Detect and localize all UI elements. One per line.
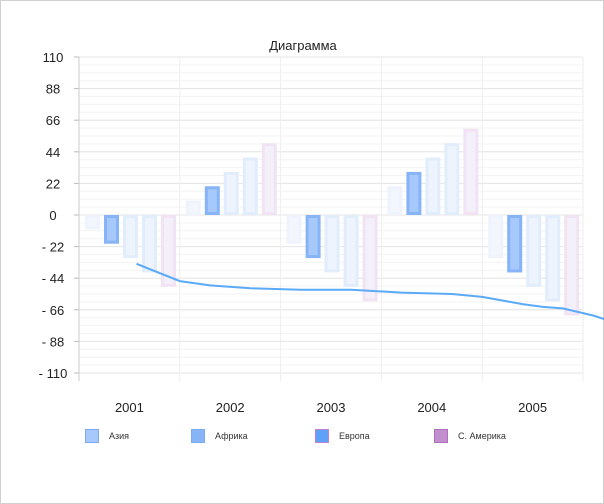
y-tick-label: 110 — [43, 50, 64, 65]
bar-inner — [365, 218, 375, 299]
x-tick-label: 2004 — [417, 400, 446, 415]
bar-inner — [88, 218, 97, 227]
bar-inner — [264, 146, 274, 212]
bar-inner — [145, 218, 154, 270]
x-tick-label: 2001 — [115, 400, 144, 415]
y-tick-label: 0 — [49, 208, 56, 223]
bar-inner — [226, 174, 236, 212]
y-tick-label: 22 — [46, 176, 60, 191]
bar-inner — [207, 189, 217, 212]
legend-item[interactable]: Африка — [191, 429, 248, 443]
bar-inner — [327, 218, 337, 270]
bar-inner — [548, 218, 558, 299]
bar-inner — [245, 160, 255, 212]
legend: Азия Африка Европа С. Америка — [1, 429, 604, 449]
x-tick-label: 2003 — [317, 400, 346, 415]
y-tick-label: - 88 — [42, 334, 64, 349]
bar-inner — [428, 160, 438, 212]
bar-inner — [308, 218, 318, 256]
y-tick-label: 44 — [46, 145, 60, 160]
line-series — [136, 262, 604, 321]
bar-inner — [447, 146, 457, 212]
bar-inner — [567, 218, 577, 313]
legend-swatch — [85, 429, 99, 443]
chart-title: Диаграмма — [269, 38, 337, 53]
bar-inner — [346, 218, 356, 284]
legend-item[interactable]: Европа — [315, 429, 370, 443]
legend-label: Африка — [215, 431, 248, 441]
legend-item[interactable]: С. Америка — [434, 429, 506, 443]
y-tick-label: 66 — [46, 113, 60, 128]
legend-swatch — [191, 429, 205, 443]
bar-inner — [510, 218, 520, 270]
bar-inner — [491, 218, 501, 256]
bar-inner — [126, 218, 135, 256]
y-tick-label: - 44 — [42, 271, 64, 286]
x-tick-label: 2002 — [216, 400, 245, 415]
bar-inner — [188, 203, 198, 212]
legend-swatch — [315, 429, 329, 443]
bar-inner — [409, 174, 419, 212]
bar-inner — [529, 218, 539, 284]
y-tick-label: - 66 — [42, 303, 64, 318]
y-tick-label: - 22 — [42, 240, 64, 255]
chart: 110 88 66 44 22 0 - 22 - 44 - 66 - 88 - 110 Диаграм… — [39, 38, 604, 415]
bar-inner — [289, 218, 299, 241]
legend-label: Европа — [339, 431, 370, 441]
bar-inner — [164, 218, 173, 284]
legend-item[interactable]: Азия — [85, 429, 129, 443]
bar-inner — [107, 218, 116, 241]
bar-inner — [390, 189, 400, 212]
legend-swatch — [434, 429, 448, 443]
bar-inner — [466, 131, 476, 212]
y-tick-label: 88 — [46, 82, 60, 97]
x-tick-label: 2005 — [518, 400, 547, 415]
y-tick-label: - 110 — [39, 366, 68, 381]
legend-label: Азия — [109, 431, 130, 441]
legend-label: С. Америка — [458, 431, 506, 441]
